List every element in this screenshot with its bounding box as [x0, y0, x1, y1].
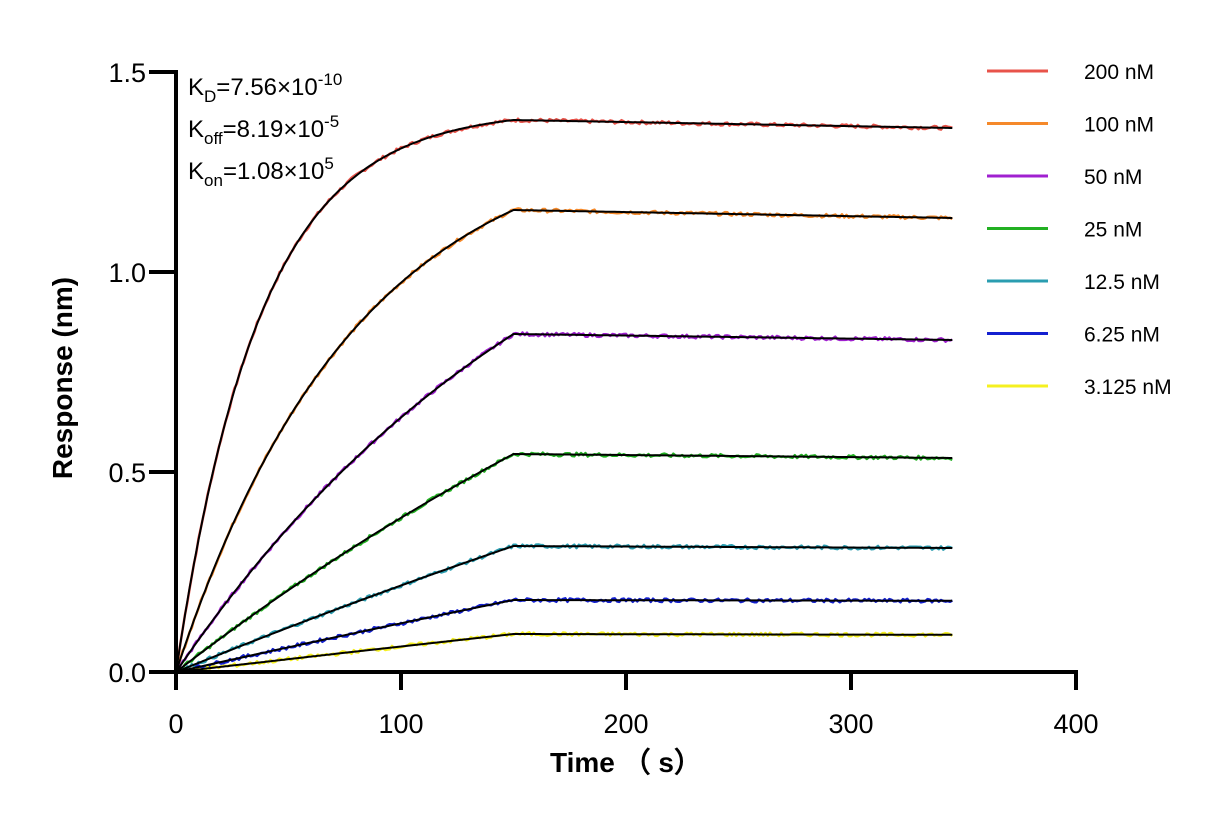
- series-line-1: [174, 207, 953, 673]
- y-tick-label: 0.0: [108, 658, 146, 688]
- kinetics-annotation: KD=7.56×10-10: [188, 70, 342, 106]
- fit-layer: [175, 119, 953, 673]
- legend-label: 3.125 nM: [1084, 376, 1172, 399]
- x-tick-label: 100: [378, 709, 423, 739]
- legend-label: 12.5 nM: [1084, 271, 1160, 294]
- tick-layer: 0 100 200 300 400 0.0 0.5 1.0 1.5: [108, 58, 1098, 739]
- y-tick-label: 0.5: [108, 458, 146, 488]
- fit-line-3: [175, 453, 953, 673]
- y-axis-title: Response (nm): [47, 277, 78, 479]
- legend-label: 100 nM: [1084, 114, 1154, 137]
- fit-line-1: [175, 209, 953, 673]
- legend-label: 200 nM: [1084, 61, 1154, 84]
- fit-line-0: [175, 119, 953, 673]
- kinetics-annotation: Kon=1.08×105: [188, 154, 334, 190]
- series-line-6: [175, 631, 954, 674]
- series-line-3: [175, 451, 953, 674]
- x-tick-label: 400: [1053, 709, 1098, 739]
- legend-label: 6.25 nM: [1084, 324, 1160, 347]
- x-tick-label: 300: [828, 709, 873, 739]
- series-line-4: [175, 543, 953, 674]
- fit-line-6: [175, 633, 953, 673]
- legend-label: 25 nM: [1084, 219, 1142, 242]
- x-tick-label: 200: [603, 709, 648, 739]
- y-tick-label: 1.0: [108, 258, 146, 288]
- series-line-2: [174, 331, 953, 673]
- series-line-0: [174, 117, 953, 673]
- kinetics-annotations: KD=7.56×10-10 Koff=8.19×10-5 Kon=1.08×105: [188, 70, 342, 190]
- legend: 200 nM 100 nM 50 nM 25 nM 12.5 nM 6.25 nM 3.12…: [987, 61, 1172, 399]
- kinetics-annotation: Koff=8.19×10-5: [188, 112, 339, 148]
- y-tick-label: 1.5: [108, 58, 146, 88]
- x-tick-label: 0: [168, 709, 183, 739]
- x-axis-title: Time （ s）: [550, 746, 702, 778]
- fit-line-4: [175, 545, 953, 673]
- series-layer: [174, 117, 954, 674]
- fit-line-2: [175, 333, 953, 673]
- fit-line-5: [175, 599, 953, 673]
- legend-label: 50 nM: [1084, 166, 1142, 189]
